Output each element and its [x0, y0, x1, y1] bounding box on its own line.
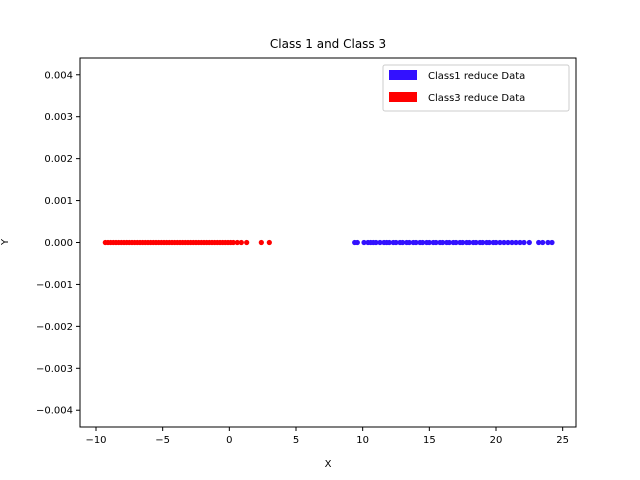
data-point	[526, 239, 532, 246]
y-tick-label: 0.003	[44, 112, 73, 123]
x-axis-label: X	[325, 459, 332, 470]
y-tick-label: 0.004	[44, 70, 73, 81]
x-tick-label: −5	[155, 435, 170, 446]
data-point	[406, 239, 412, 246]
data-point	[453, 239, 459, 246]
x-tick-label: 20	[490, 435, 503, 446]
series-2	[102, 239, 272, 246]
data-point	[466, 239, 472, 246]
data-point	[517, 239, 523, 246]
data-point	[377, 239, 383, 246]
x-tick-label: 5	[293, 435, 299, 446]
x-tick-label: 15	[423, 435, 436, 446]
data-point	[361, 239, 367, 246]
data-point	[258, 239, 264, 246]
legend-label-class1: Class1 reduce Data	[428, 71, 525, 82]
data-point	[521, 239, 527, 246]
plot-area	[102, 239, 555, 246]
data-point	[480, 239, 486, 246]
x-axis: −10 −5 0 5 10 15 20 25	[85, 427, 569, 446]
data-point	[549, 239, 555, 246]
chart-title: Class 1 and Class 3	[270, 37, 386, 51]
legend-label-class3: Class3 reduce Data	[428, 93, 525, 104]
data-point	[413, 239, 419, 246]
data-point	[433, 239, 439, 246]
y-tick-label: 0.001	[44, 196, 73, 207]
data-point	[497, 239, 503, 246]
data-point	[426, 239, 432, 246]
legend-swatch-class3	[389, 92, 417, 102]
data-point	[513, 239, 519, 246]
data-point	[460, 239, 466, 246]
data-point	[501, 239, 507, 246]
x-tick-label: 0	[226, 435, 232, 446]
axes-frame	[79, 57, 577, 428]
data-point	[540, 239, 546, 246]
x-tick-label: −10	[85, 435, 106, 446]
data-point	[473, 239, 479, 246]
y-tick-label: −0.003	[36, 364, 73, 375]
data-point	[486, 239, 492, 246]
data-point	[536, 239, 542, 246]
data-point	[238, 239, 244, 246]
data-point	[373, 239, 379, 246]
series-1	[352, 239, 555, 246]
data-point	[545, 239, 551, 246]
x-tick-label: 25	[556, 435, 569, 446]
y-tick-label: 0.000	[44, 238, 73, 249]
data-point	[230, 239, 236, 246]
legend: Class1 reduce Data Class3 reduce Data	[382, 64, 570, 112]
y-tick-label: −0.002	[36, 322, 73, 333]
data-point	[244, 239, 250, 246]
y-axis: 0.004 0.003 0.002 0.001 0.000 −0.001 −0.002 −0.…	[36, 70, 80, 417]
data-point	[493, 239, 499, 246]
y-tick-label: −0.004	[36, 406, 73, 417]
data-point	[400, 239, 406, 246]
data-point	[446, 239, 452, 246]
data-point	[505, 239, 511, 246]
y-axis-label: Y	[0, 238, 11, 246]
y-tick-label: 0.002	[44, 154, 73, 165]
data-point	[386, 239, 392, 246]
x-tick-label: 10	[356, 435, 369, 446]
data-point	[509, 239, 515, 246]
y-tick-label: −0.001	[36, 280, 73, 291]
legend-swatch-class1	[389, 70, 417, 80]
data-point	[354, 239, 360, 246]
data-point	[266, 239, 272, 246]
data-point	[420, 239, 426, 246]
data-point	[234, 239, 240, 246]
data-point	[393, 239, 399, 246]
data-point	[440, 239, 446, 246]
legend-box	[382, 64, 570, 112]
